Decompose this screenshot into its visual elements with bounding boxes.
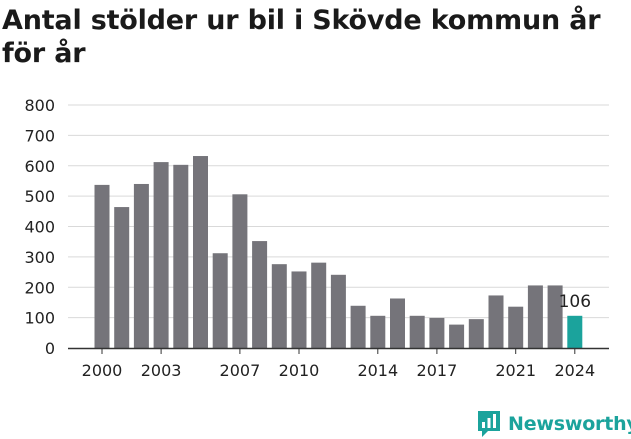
bar bbox=[193, 156, 208, 348]
brand-name: Newsworthy bbox=[508, 413, 631, 435]
bar bbox=[252, 241, 268, 348]
bar bbox=[271, 264, 287, 348]
bars bbox=[94, 156, 583, 348]
bar bbox=[429, 317, 445, 348]
y-tick-label: 100 bbox=[24, 309, 55, 328]
x-tick-label: 2021 bbox=[495, 361, 536, 380]
bar bbox=[232, 194, 248, 348]
bar bbox=[409, 315, 425, 348]
bar bbox=[133, 183, 149, 348]
x-tick-label: 2024 bbox=[554, 361, 595, 380]
bar bbox=[153, 162, 169, 348]
data-label: 106 bbox=[559, 292, 591, 312]
chart-title: Antal stölder ur bil i Skövde kommun år … bbox=[2, 5, 601, 69]
newsworthy-logo-icon bbox=[478, 411, 500, 437]
axes bbox=[68, 347, 609, 354]
x-tick-label: 2014 bbox=[357, 361, 398, 380]
bar-highlight bbox=[567, 315, 583, 348]
bar bbox=[173, 164, 189, 348]
y-tick-label: 0 bbox=[45, 339, 55, 358]
bar bbox=[212, 253, 228, 348]
x-tick-label: 2010 bbox=[279, 361, 320, 380]
bar bbox=[527, 285, 543, 348]
y-tick-label: 300 bbox=[24, 248, 55, 267]
x-tick-label: 2003 bbox=[141, 361, 182, 380]
x-tick-label: 2017 bbox=[417, 361, 458, 380]
y-tick-label: 400 bbox=[24, 218, 55, 237]
bar bbox=[390, 298, 405, 348]
bar bbox=[370, 315, 386, 348]
brand-logo: Newsworthy bbox=[476, 408, 631, 439]
bar bbox=[330, 274, 346, 348]
bar bbox=[291, 271, 307, 348]
bar bbox=[508, 306, 524, 348]
x-tick-label: 2000 bbox=[82, 361, 123, 380]
y-tick-label: 200 bbox=[24, 278, 55, 297]
y-tick-label: 500 bbox=[24, 187, 55, 206]
bar bbox=[547, 285, 563, 348]
y-tick-label: 700 bbox=[24, 126, 55, 145]
x-tick-label: 2007 bbox=[220, 361, 261, 380]
bar bbox=[311, 262, 327, 348]
bar-chart: 0 100 200 300 400 500 600 700 800 106 2000 2003 2007… bbox=[24, 96, 609, 380]
y-tick-label: 800 bbox=[24, 96, 55, 115]
bar bbox=[488, 295, 504, 348]
bar bbox=[350, 305, 366, 348]
y-tick-label: 600 bbox=[24, 157, 55, 176]
bar bbox=[449, 324, 465, 348]
bar bbox=[468, 319, 484, 348]
bar bbox=[114, 207, 130, 348]
tick-labels: 0 100 200 300 400 500 600 700 800 106 2000 2003 2007… bbox=[24, 96, 595, 380]
bar bbox=[94, 184, 110, 348]
